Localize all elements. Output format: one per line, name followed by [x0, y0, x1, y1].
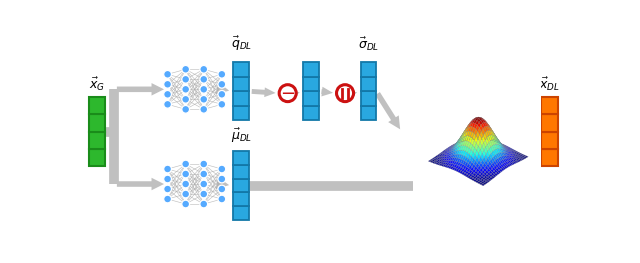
Bar: [234, 179, 249, 193]
Circle shape: [200, 105, 207, 113]
Circle shape: [337, 85, 353, 102]
Bar: [303, 91, 319, 106]
Bar: [90, 97, 105, 114]
Circle shape: [218, 185, 226, 193]
Circle shape: [218, 195, 226, 203]
Circle shape: [200, 200, 207, 208]
Circle shape: [200, 95, 207, 103]
Circle shape: [182, 180, 189, 188]
Circle shape: [200, 75, 207, 83]
Circle shape: [200, 65, 207, 73]
Circle shape: [164, 175, 172, 183]
Bar: [303, 62, 319, 77]
Circle shape: [164, 165, 172, 173]
Circle shape: [164, 80, 172, 88]
Circle shape: [182, 160, 189, 168]
Circle shape: [164, 100, 172, 108]
Text: $\vec{\sigma}_{DL}$: $\vec{\sigma}_{DL}$: [358, 36, 379, 53]
Bar: [360, 77, 376, 91]
Bar: [541, 114, 558, 132]
Bar: [360, 106, 376, 120]
Circle shape: [200, 190, 207, 198]
Circle shape: [164, 185, 172, 193]
Bar: [234, 151, 249, 165]
Bar: [541, 132, 558, 149]
Circle shape: [182, 65, 189, 73]
Bar: [303, 77, 319, 91]
Circle shape: [279, 85, 296, 102]
Circle shape: [182, 105, 189, 113]
Bar: [234, 165, 249, 179]
Circle shape: [182, 85, 189, 93]
Circle shape: [164, 70, 172, 78]
Text: $\vec{x}_{DL}$: $\vec{x}_{DL}$: [539, 76, 560, 93]
Circle shape: [182, 200, 189, 208]
Bar: [360, 91, 376, 106]
Circle shape: [200, 180, 207, 188]
Bar: [234, 106, 249, 120]
Text: $\vec{q}_{DL}$: $\vec{q}_{DL}$: [230, 35, 252, 53]
Bar: [234, 193, 249, 206]
Bar: [303, 106, 319, 120]
Bar: [541, 149, 558, 166]
Circle shape: [218, 165, 226, 173]
Text: $-$: $-$: [280, 83, 295, 102]
Circle shape: [200, 160, 207, 168]
Bar: [234, 62, 249, 77]
Circle shape: [218, 70, 226, 78]
Bar: [90, 132, 105, 149]
Bar: [541, 97, 558, 114]
Circle shape: [182, 75, 189, 83]
Bar: [234, 91, 249, 106]
Circle shape: [164, 90, 172, 98]
Bar: [234, 206, 249, 220]
Bar: [90, 149, 105, 166]
Circle shape: [182, 170, 189, 178]
Circle shape: [200, 85, 207, 93]
Circle shape: [218, 175, 226, 183]
Bar: [90, 114, 105, 132]
Text: $\vec{\mu}_{DL}$: $\vec{\mu}_{DL}$: [230, 127, 252, 145]
Bar: [234, 77, 249, 91]
Text: $\vec{x}_{G}$: $\vec{x}_{G}$: [89, 76, 105, 93]
Circle shape: [182, 190, 189, 198]
Circle shape: [218, 100, 226, 108]
Circle shape: [218, 80, 226, 88]
Circle shape: [182, 95, 189, 103]
Circle shape: [200, 170, 207, 178]
Bar: [360, 62, 376, 77]
Circle shape: [164, 195, 172, 203]
Circle shape: [218, 90, 226, 98]
